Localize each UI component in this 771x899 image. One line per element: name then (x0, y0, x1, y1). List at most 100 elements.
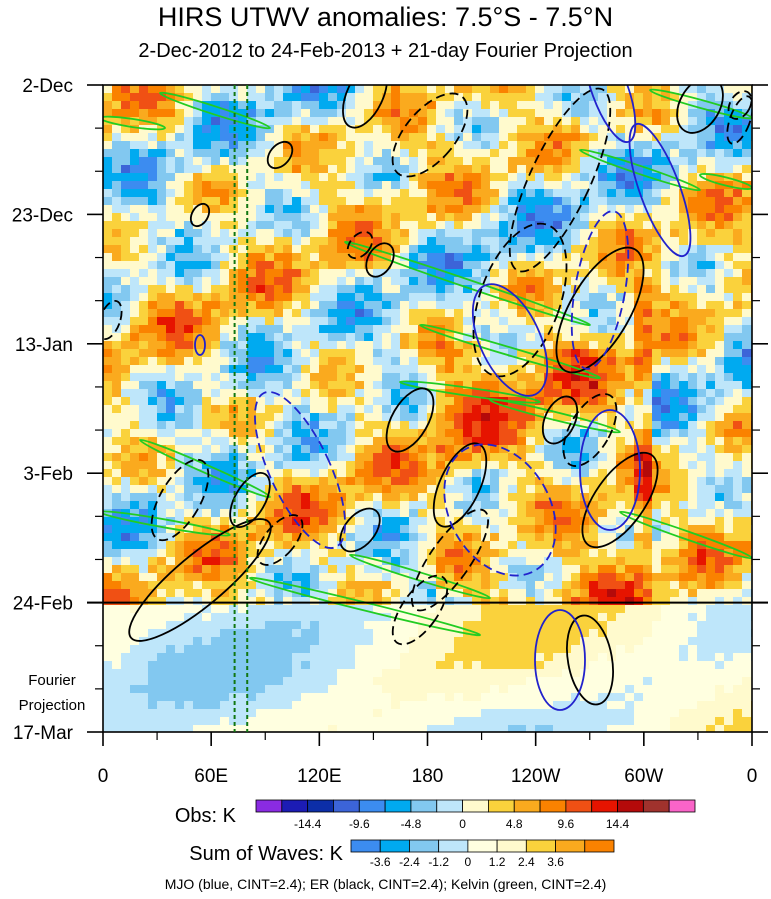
field-cell (328, 309, 338, 318)
field-cell (535, 421, 545, 430)
field-cell (697, 453, 707, 462)
field-cell (427, 157, 437, 166)
field-cell (337, 149, 347, 158)
field-cell (670, 485, 680, 494)
field-cell (463, 469, 473, 478)
field-cell (238, 181, 248, 190)
field-cell (463, 461, 473, 470)
field-cell (337, 573, 347, 582)
field-cell (688, 485, 698, 494)
field-cell (436, 197, 446, 206)
field-cell (472, 237, 482, 246)
field-cell (121, 533, 131, 542)
field-cell (409, 285, 419, 294)
field-cell (463, 357, 473, 366)
field-cell (742, 485, 752, 494)
field-cell (301, 357, 311, 366)
field-cell (400, 205, 410, 214)
field-cell (589, 325, 599, 334)
field-cell (220, 573, 230, 582)
field-cell (553, 205, 563, 214)
field-cell (508, 549, 518, 558)
field-cell (436, 253, 446, 262)
field-cell (373, 213, 383, 222)
field-cell (418, 245, 428, 254)
field-cell (382, 597, 392, 606)
field-cell (409, 197, 419, 206)
field-cell (121, 381, 131, 390)
field-cell (238, 269, 248, 278)
field-cell (148, 397, 158, 406)
field-cell (553, 165, 563, 174)
field-cell (625, 189, 635, 198)
field-cell (697, 117, 707, 126)
field-cell (463, 549, 473, 558)
field-cell (742, 317, 752, 326)
field-cell (364, 261, 374, 270)
field-cell (517, 381, 527, 390)
field-cell (661, 493, 671, 502)
field-cell (238, 213, 248, 222)
field-cell (121, 245, 131, 254)
field-cell (724, 237, 734, 246)
field-cell (337, 445, 347, 454)
field-cell (625, 109, 635, 118)
field-cell (643, 517, 653, 526)
field-cell (508, 237, 518, 246)
field-cell (274, 381, 284, 390)
field-cell (436, 573, 446, 582)
field-cell (544, 509, 554, 518)
field-cell (292, 349, 302, 358)
field-cell (661, 461, 671, 470)
field-cell (679, 317, 689, 326)
field-cell (103, 421, 113, 430)
field-cell (517, 373, 527, 382)
field-cell (697, 509, 707, 518)
field-cell (715, 269, 725, 278)
field-cell (436, 405, 446, 414)
field-cell (229, 101, 239, 110)
field-cell (535, 381, 545, 390)
field-cell (598, 93, 608, 102)
field-cell (274, 413, 284, 422)
field-cell (706, 301, 716, 310)
field-cell (607, 565, 617, 574)
field-cell (265, 509, 275, 518)
field-cell (454, 269, 464, 278)
field-cell (688, 589, 698, 598)
field-cell (553, 429, 563, 438)
field-cell (436, 133, 446, 142)
field-cell (508, 189, 518, 198)
field-cell (733, 613, 743, 622)
field-cell (454, 541, 464, 550)
field-cell (139, 93, 149, 102)
field-cell (526, 317, 536, 326)
field-cell (742, 389, 752, 398)
field-cell (211, 397, 221, 406)
field-cell (706, 117, 716, 126)
field-cell (706, 589, 716, 598)
field-cell (508, 277, 518, 286)
field-cell (418, 421, 428, 430)
field-cell (598, 381, 608, 390)
field-cell (499, 125, 509, 134)
field-cell (346, 405, 356, 414)
field-cell (112, 533, 122, 542)
field-cell (193, 197, 203, 206)
field-cell (328, 341, 338, 350)
field-cell (364, 341, 374, 350)
field-cell (553, 101, 563, 110)
field-cell (346, 173, 356, 182)
field-cell (346, 581, 356, 590)
field-cell (220, 165, 230, 174)
field-cell (526, 293, 536, 302)
field-cell (328, 565, 338, 574)
field-cell (310, 533, 320, 542)
field-cell (490, 181, 500, 190)
field-cell (175, 485, 185, 494)
field-cell (112, 349, 122, 358)
field-cell (148, 405, 158, 414)
field-cell (274, 437, 284, 446)
field-cell (580, 93, 590, 102)
field-cell (364, 309, 374, 318)
